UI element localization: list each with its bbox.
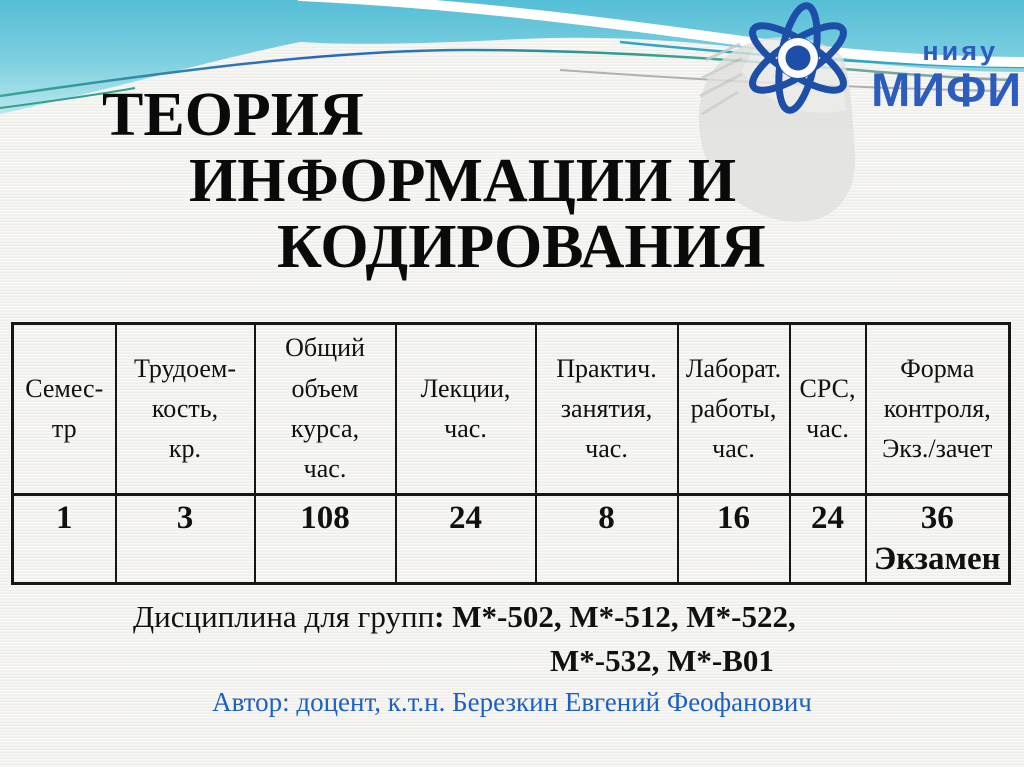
cell-total-hours: 108 bbox=[253, 493, 397, 585]
cell-semester: 1 bbox=[11, 493, 117, 585]
groups-line-1: Дисциплина для групп: М*-502, М*-512, М*… bbox=[133, 599, 796, 635]
page-title-line-1: ТЕОРИЯ bbox=[102, 81, 364, 149]
logo-text-mephi: МИФИ bbox=[871, 63, 1022, 116]
cell-labs: 16 bbox=[676, 493, 791, 585]
atom-icon bbox=[749, 2, 847, 114]
column-header-credits: Трудоем- кость, кр. bbox=[114, 322, 256, 496]
column-header-labs: Лаборат. работы, час. bbox=[676, 322, 791, 496]
cell-credits: 3 bbox=[114, 493, 256, 585]
cell-lectures: 24 bbox=[394, 493, 537, 585]
logo-text-niyau: нияу bbox=[922, 36, 998, 66]
table-header-row: Семес- тр Трудоем- кость, кр. Общий объе… bbox=[11, 322, 1011, 496]
cell-srs: 24 bbox=[788, 493, 867, 585]
page-title-line-2: ИНФОРМАЦИИ И bbox=[189, 147, 737, 215]
table-data-row: 1 3 108 24 8 16 24 36 Экзамен bbox=[11, 493, 1011, 585]
column-header-srs: СРС, час. bbox=[788, 322, 867, 496]
groups-list: : М*-502, М*-512, М*-522, bbox=[434, 599, 796, 634]
groups-line-2: М*-532, М*-В01 bbox=[550, 643, 774, 678]
course-table: Семес- тр Трудоем- кость, кр. Общий объе… bbox=[11, 322, 1011, 585]
page-title-line-3: КОДИРОВАНИЯ bbox=[277, 213, 766, 281]
cell-practice: 8 bbox=[534, 493, 679, 585]
column-header-practice: Практич. занятия, час. bbox=[534, 322, 679, 496]
column-header-control-form: Форма контроля, Экз./зачет bbox=[864, 322, 1011, 496]
column-header-total-hours: Общий объем курса, час. bbox=[253, 322, 397, 496]
column-header-lectures: Лекции, час. bbox=[394, 322, 537, 496]
groups-label: Дисциплина для групп bbox=[133, 599, 435, 634]
author-line: Автор: доцент, к.т.н. Березкин Евгений Ф… bbox=[212, 687, 812, 717]
cell-control-form: 36 Экзамен bbox=[864, 493, 1011, 585]
column-header-semester: Семес- тр bbox=[11, 322, 117, 496]
